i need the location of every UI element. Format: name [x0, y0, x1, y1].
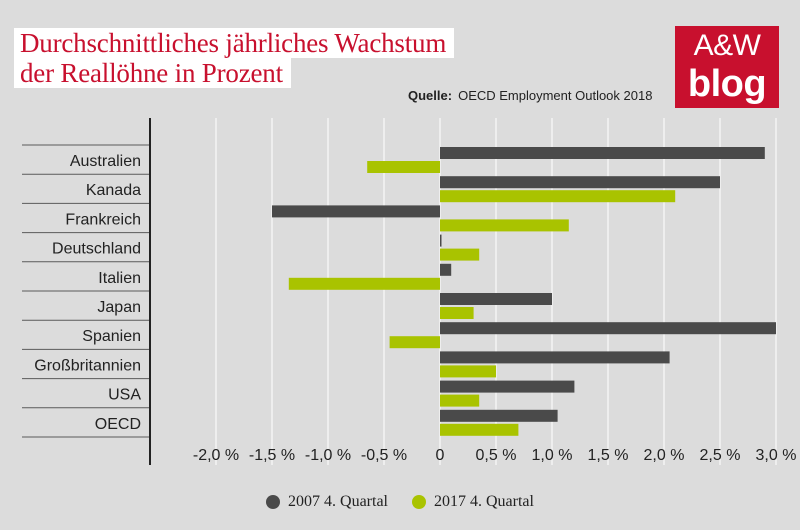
bar-2017: [440, 307, 474, 319]
bar-2007: [272, 205, 440, 218]
bar-2017: [440, 365, 496, 378]
category-label: Deutschland: [52, 241, 141, 258]
x-tick-label: 2,5 %: [700, 447, 741, 464]
category-label: OECD: [95, 416, 141, 433]
bar-2017: [389, 336, 440, 349]
x-tick-label: 2,0 %: [644, 447, 685, 464]
category-label: Frankreich: [65, 211, 141, 228]
logo-bottom-text: blog: [687, 63, 767, 105]
bar-2017: [440, 190, 676, 203]
category-label: Spanien: [82, 328, 141, 345]
bar-2007: [440, 409, 558, 422]
aw-blog-logo[interactable]: A&W blog: [675, 26, 779, 108]
bar-2017: [288, 277, 440, 290]
bar-2007: [440, 351, 670, 364]
bar-2017: [367, 161, 440, 173]
bar-2007: [440, 147, 765, 159]
bar-2007: [440, 176, 720, 189]
bar-2007: [440, 380, 575, 393]
source-label: Quelle:: [408, 88, 453, 103]
x-tick-label: 1,0 %: [532, 447, 573, 464]
x-tick-label: -1,5 %: [249, 447, 295, 464]
legend-item-2007: 2007 4. Quartal: [266, 493, 388, 511]
x-tick-label: -0,5 %: [361, 447, 407, 464]
logo-top-text: A&W: [693, 29, 761, 62]
chart-title-line-1: Durchschnittliches jährliches Wachstum: [14, 28, 455, 58]
category-label: Großbritannien: [34, 357, 141, 374]
x-tick-label: -2,0 %: [193, 447, 239, 464]
bar-2007: [440, 263, 452, 276]
x-tick-label: 0,5 %: [476, 447, 517, 464]
x-tick-label: -1,0 %: [305, 447, 351, 464]
chart-title: Durchschnittliches jährliches Wachstum d…: [14, 28, 455, 88]
x-tick-label: 1,5 %: [588, 447, 629, 464]
bar-2017: [440, 423, 519, 436]
legend-label-2017: 2017 4. Quartal: [434, 493, 534, 510]
chart-title-line-2: der Reallöhne in Prozent: [14, 58, 291, 88]
bar-2017: [440, 219, 569, 232]
x-tick-label: 3,0 %: [756, 447, 797, 464]
bar-2007: [440, 234, 442, 247]
source-note: Quelle: OECD Employment Outlook 2018: [408, 88, 652, 103]
category-label: Japan: [97, 299, 141, 316]
source-text: OECD Employment Outlook 2018: [458, 88, 653, 103]
legend-label-2007: 2007 4. Quartal: [288, 493, 388, 510]
legend-item-2017: 2017 4. Quartal: [412, 493, 534, 511]
chart-legend: 2007 4. Quartal 2017 4. Quartal: [0, 493, 800, 514]
category-label: Kanada: [86, 182, 141, 199]
bar-2017: [440, 394, 480, 407]
x-tick-label: 0: [436, 447, 445, 464]
bar-2007: [440, 322, 776, 335]
legend-swatch-2017: [412, 495, 426, 509]
bar-2007: [440, 293, 552, 305]
bar-2017: [440, 248, 480, 261]
category-label: Italien: [98, 270, 141, 287]
legend-swatch-2007: [266, 495, 281, 509]
category-label: USA: [108, 387, 141, 404]
category-label: Australien: [70, 153, 141, 170]
